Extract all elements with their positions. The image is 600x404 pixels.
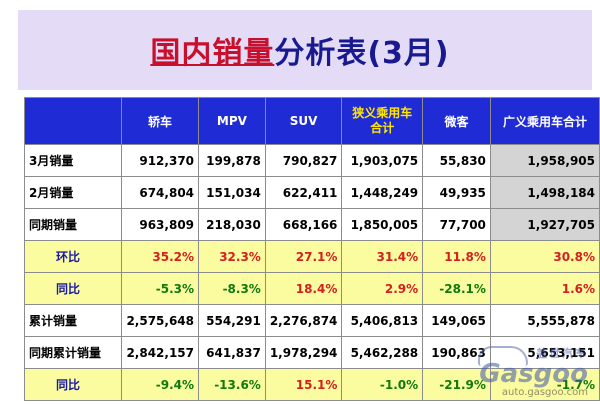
table-cell: -1.0%	[341, 368, 424, 401]
table-cell: 1,903,075	[341, 144, 424, 177]
page-title-part2: 分析表(3月)	[274, 36, 450, 71]
table-cell: 1,978,294	[264, 336, 343, 369]
table-cell: 1,927,705	[489, 208, 600, 241]
table-cell: 18.4%	[264, 272, 343, 305]
header-corner-cell	[23, 97, 123, 145]
table-cell: 1,448,249	[341, 176, 424, 209]
header-sedan: 轿车	[121, 97, 200, 145]
table-cell: 11.8%	[422, 240, 491, 273]
page-title: 国内销量分析表(3月)	[0, 28, 600, 72]
row-label: 同期销量	[23, 208, 123, 241]
table-cell: -28.1%	[422, 272, 491, 305]
table-row: 同比 -9.4% -13.6% 15.1% -1.0% -21.9% -1.7%	[23, 368, 600, 401]
table-cell: 2,575,648	[121, 304, 200, 337]
table-cell: 5,462,288	[341, 336, 424, 369]
table-header-row: 轿车 MPV SUV 狭义乘用车合计 微客 广义乘用车合计	[23, 97, 600, 145]
table-row: 3月销量 912,370 199,878 790,827 1,903,075 5…	[23, 144, 600, 177]
row-label: 同比	[23, 272, 123, 305]
row-label: 累计销量	[23, 304, 123, 337]
watermark-url: auto.gasgoo.com	[501, 387, 588, 398]
header-narrow-passenger-total: 狭义乘用车合计	[341, 97, 424, 145]
table-cell: -5.3%	[121, 272, 200, 305]
row-label: 2月销量	[23, 176, 123, 209]
table-cell: 790,827	[264, 144, 343, 177]
table-cell: 2,276,874	[264, 304, 343, 337]
table-cell: 5,406,813	[341, 304, 424, 337]
table-cell: -13.6%	[198, 368, 266, 401]
table-row: 同期销量 963,809 218,030 668,166 1,850,005 7…	[23, 208, 600, 241]
table-cell: 963,809	[121, 208, 200, 241]
table-row: 2月销量 674,804 151,034 622,411 1,448,249 4…	[23, 176, 600, 209]
table-cell: 35.2%	[121, 240, 200, 273]
table-cell: 199,878	[198, 144, 266, 177]
table-cell: 55,830	[422, 144, 491, 177]
table-cell: 912,370	[121, 144, 200, 177]
table-cell: 27.1%	[264, 240, 343, 273]
table-cell: 2.9%	[341, 272, 424, 305]
table-cell: 218,030	[198, 208, 266, 241]
table-row: 环比 35.2% 32.3% 27.1% 31.4% 11.8% 30.8%	[23, 240, 600, 273]
watermark-cn: 盖世汽车	[536, 347, 588, 360]
title-banner	[18, 10, 592, 90]
table-cell: 622,411	[264, 176, 343, 209]
table-cell: 15.1%	[264, 368, 343, 401]
header-broad-passenger-total: 广义乘用车合计	[489, 97, 600, 145]
gasgoo-watermark: 盖世汽车 Gasgoo auto.gasgoo.com	[478, 345, 588, 398]
table-cell: -21.9%	[422, 368, 491, 401]
sales-analysis-table: 轿车 MPV SUV 狭义乘用车合计 微客 广义乘用车合计 3月销量 912,3…	[23, 97, 600, 401]
table-row: 累计销量 2,575,648 554,291 2,276,874 5,406,8…	[23, 304, 600, 337]
table-cell: 30.8%	[489, 240, 600, 273]
table-cell: 149,065	[422, 304, 491, 337]
table-cell: 77,700	[422, 208, 491, 241]
table-cell: 32.3%	[198, 240, 266, 273]
table-cell: 1,958,905	[489, 144, 600, 177]
car-logo-icon	[478, 346, 528, 366]
table-cell: -8.3%	[198, 272, 266, 305]
header-mpv: MPV	[198, 97, 266, 145]
table-cell: 49,935	[422, 176, 491, 209]
table-cell: 641,837	[198, 336, 266, 369]
table-row: 同比 -5.3% -8.3% 18.4% 2.9% -28.1% 1.6%	[23, 272, 600, 305]
table-cell: -1.7%	[489, 368, 600, 401]
header-minivan: 微客	[422, 97, 491, 145]
table-cell: 668,166	[264, 208, 343, 241]
row-label: 同比	[23, 368, 123, 401]
table-cell: 1,850,005	[341, 208, 424, 241]
row-label: 3月销量	[23, 144, 123, 177]
table-cell: 31.4%	[341, 240, 424, 273]
table-cell: 5,555,878	[489, 304, 600, 337]
page-title-part1: 国内销量	[150, 36, 275, 71]
table-cell: -9.4%	[121, 368, 200, 401]
row-label: 同期累计销量	[23, 336, 123, 369]
table-cell: 151,034	[198, 176, 266, 209]
table-cell: 1.6%	[489, 272, 600, 305]
table-cell: 2,842,157	[121, 336, 200, 369]
header-suv: SUV	[264, 97, 343, 145]
table-cell: 674,804	[121, 176, 200, 209]
table-cell: 1,498,184	[489, 176, 600, 209]
row-label: 环比	[23, 240, 123, 273]
table-cell: 554,291	[198, 304, 266, 337]
